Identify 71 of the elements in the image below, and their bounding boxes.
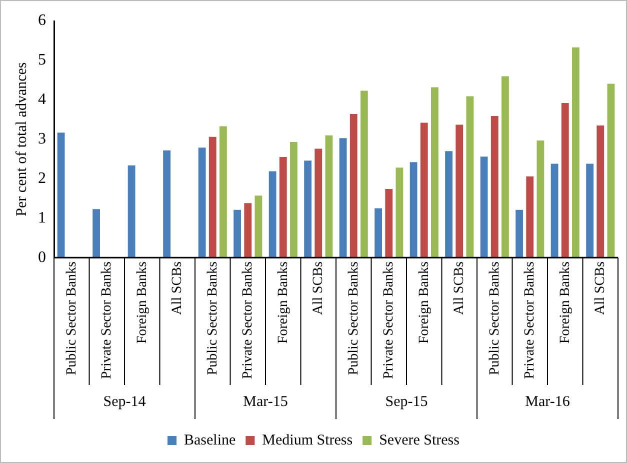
legend-label: Baseline — [184, 432, 236, 448]
x-tick-label: Private Sector Banks — [100, 262, 115, 379]
bar — [445, 151, 452, 258]
bar — [325, 135, 333, 258]
bar — [536, 140, 544, 258]
bar — [304, 160, 312, 258]
x-tick-label: Public Sector Banks — [346, 262, 362, 376]
x-tick-label: Public Sector Banks — [205, 262, 220, 376]
bar — [244, 203, 252, 258]
bar — [234, 210, 241, 258]
x-tick-label: Private Sector Banks — [240, 262, 256, 379]
bar — [410, 162, 418, 258]
y-tick-label: 6 — [38, 12, 46, 30]
bar — [466, 96, 474, 258]
bar — [431, 87, 438, 258]
x-tick-label: Public Sector Banks — [487, 262, 502, 376]
x-tick-label: Foreign Banks — [134, 262, 150, 344]
bar — [526, 176, 534, 258]
bar — [220, 126, 227, 258]
bar — [586, 164, 594, 258]
bar — [516, 210, 523, 258]
bar — [290, 142, 298, 258]
bar — [502, 76, 509, 258]
bar — [128, 165, 136, 258]
bar — [92, 209, 100, 258]
bar — [385, 188, 393, 258]
bar — [208, 136, 216, 258]
bar — [572, 47, 580, 258]
bar — [57, 132, 65, 258]
x-tick-label: All SCBs — [452, 262, 468, 315]
bar — [163, 150, 170, 258]
legend-label: Severe Stress — [379, 432, 460, 448]
bar — [350, 114, 358, 258]
x-tick-label: Foreign Banks — [276, 262, 291, 344]
y-tick-label: 5 — [38, 52, 46, 69]
bar — [561, 103, 569, 258]
text: Mar-15 — [243, 394, 288, 410]
y-tick-label: 2 — [38, 170, 46, 187]
bar — [198, 148, 206, 258]
y-axis-title: Per cent of total advances — [14, 62, 30, 216]
bar — [480, 156, 488, 258]
x-tick-label: Foreign Banks — [416, 262, 432, 344]
x-tick-label: Private Sector Banks — [522, 262, 538, 379]
bar — [607, 84, 615, 258]
bar — [314, 148, 322, 258]
bar — [420, 122, 428, 258]
y-tick-label: 1 — [38, 209, 46, 226]
legend-label: Medium Stress — [262, 432, 353, 448]
y-tick-label: 0 — [38, 248, 46, 266]
bar — [396, 168, 404, 258]
x-tick-label: Foreign Banks — [558, 262, 573, 344]
y-tick-label: 3 — [38, 130, 46, 148]
bar — [374, 208, 382, 258]
bar — [339, 138, 347, 258]
bar — [279, 157, 287, 258]
text: Sep-14 — [103, 394, 146, 410]
bar — [268, 171, 276, 258]
bar — [456, 124, 464, 258]
bar — [596, 125, 604, 258]
bar — [254, 196, 262, 258]
x-tick-label: Public Sector Banks — [64, 262, 80, 376]
bar — [550, 164, 558, 258]
y-tick-label: 4 — [38, 91, 46, 108]
x-tick-label: All SCBs — [170, 262, 186, 315]
x-tick-label: All SCBs — [311, 262, 326, 315]
x-tick-label: All SCBs — [593, 262, 608, 315]
bar — [360, 90, 368, 258]
text: Sep-15 — [385, 394, 428, 410]
bar — [490, 116, 498, 258]
x-tick-label: Private Sector Banks — [382, 262, 397, 379]
text: Mar-16 — [525, 394, 570, 410]
